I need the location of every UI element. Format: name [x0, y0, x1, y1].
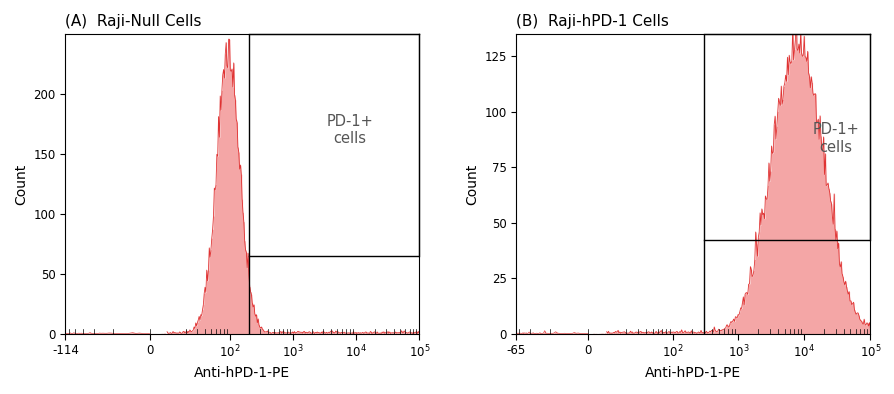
X-axis label: Anti-hPD-1-PE: Anti-hPD-1-PE	[194, 366, 290, 380]
X-axis label: Anti-hPD-1-PE: Anti-hPD-1-PE	[645, 366, 740, 380]
Y-axis label: Count: Count	[14, 163, 28, 204]
Text: (A)  Raji-Null Cells: (A) Raji-Null Cells	[65, 14, 202, 29]
Text: PD-1+
cells: PD-1+ cells	[812, 122, 858, 154]
Text: (B)  Raji-hPD-1 Cells: (B) Raji-hPD-1 Cells	[516, 14, 669, 29]
Y-axis label: Count: Count	[464, 163, 478, 204]
Text: PD-1+
cells: PD-1+ cells	[326, 114, 373, 146]
